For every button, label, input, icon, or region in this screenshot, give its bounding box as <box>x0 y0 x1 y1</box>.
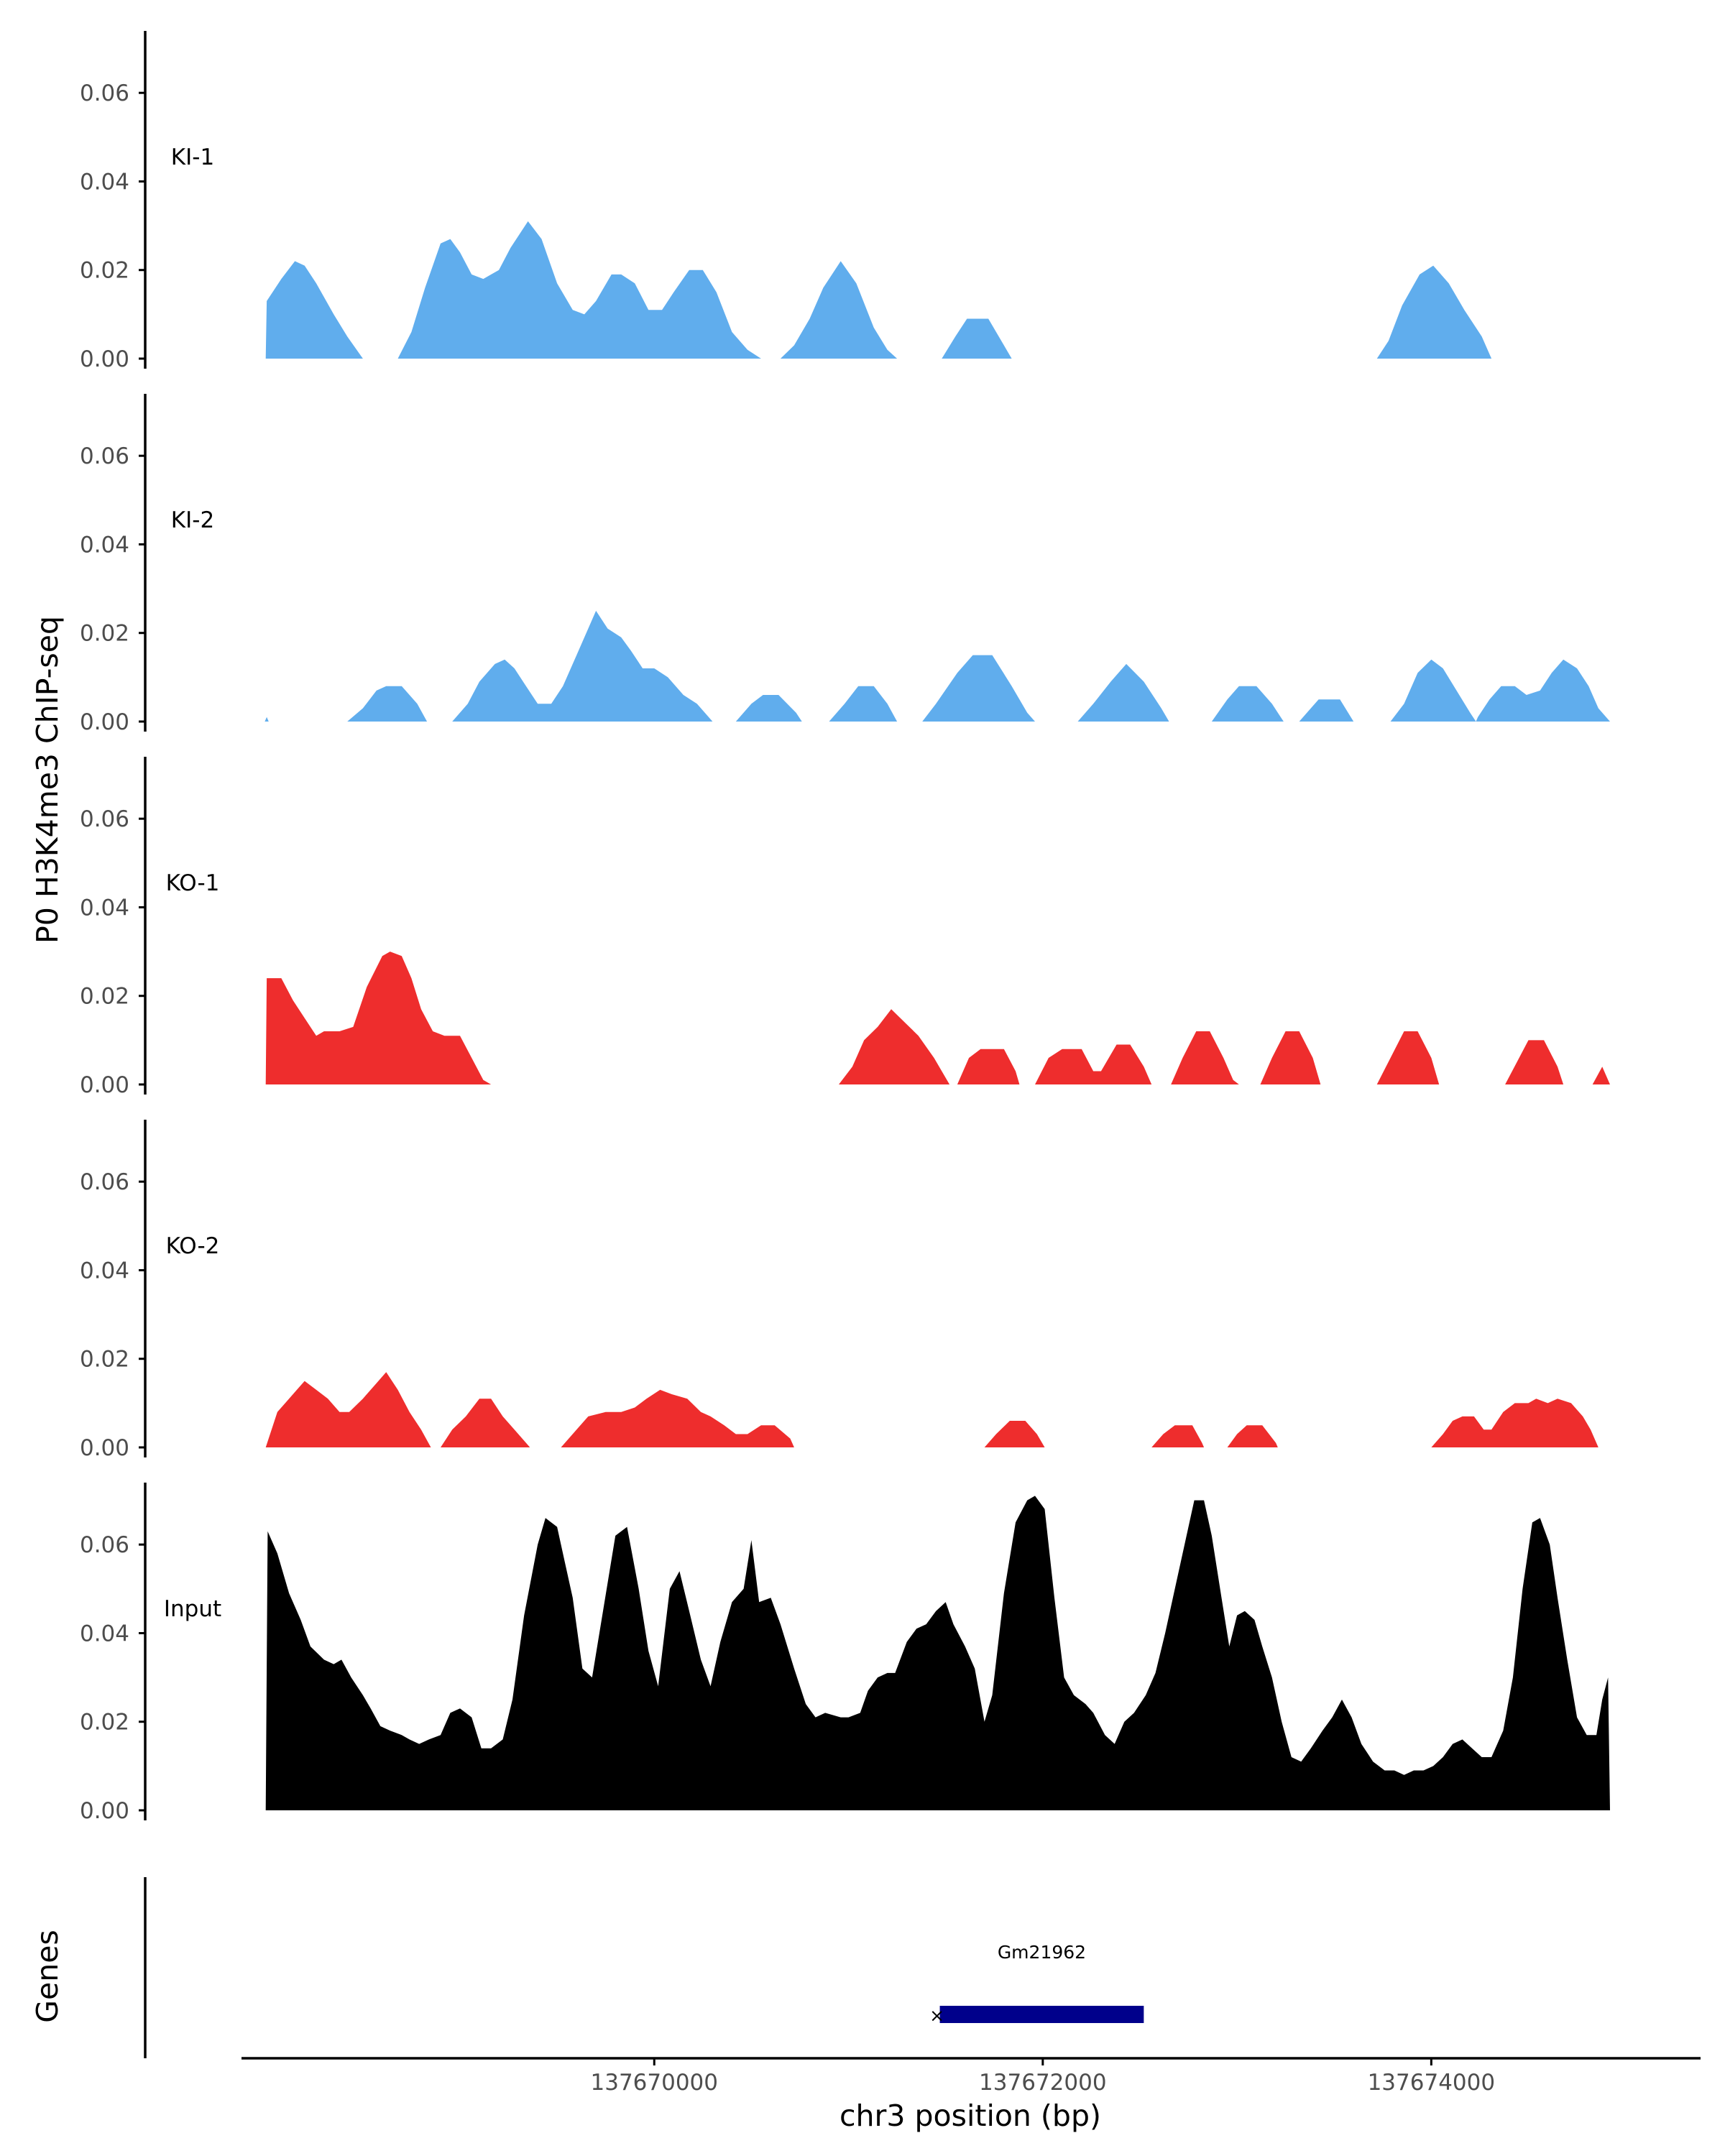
y-tick-label: 0.00 <box>80 1798 129 1824</box>
y-tick-label: 0.04 <box>80 532 129 558</box>
signal-tracks: 0.00 0.02 0.04 0.06 KI-1 0.00 0.02 0.04 0.06 KI-2… <box>80 31 1611 1824</box>
signal-area-ki-1 <box>265 221 1492 359</box>
y-tick-label: 0.00 <box>80 709 129 735</box>
y-tick-label: 0.06 <box>80 1532 129 1558</box>
track-label: KO-1 <box>166 870 220 896</box>
track-ki-1: 0.00 0.02 0.04 0.06 KI-1 <box>80 31 1492 372</box>
y-tick-label: 0.06 <box>80 1169 129 1195</box>
x-axis-title: chr3 position (bp) <box>840 2099 1101 2133</box>
y-tick-label: 0.00 <box>80 1435 129 1461</box>
track-ki-2: 0.00 0.02 0.04 0.06 KI-2 <box>80 394 1610 735</box>
track-label: KI-2 <box>171 507 214 533</box>
track-ko-1: 0.00 0.02 0.04 0.06 KO-1 <box>80 757 1611 1098</box>
signal-area-input <box>265 1496 1611 1810</box>
signal-area-ko-2 <box>265 1372 1598 1447</box>
genes-track: Genes × Gm21962 <box>30 1877 1144 2058</box>
y-tick-label: 0.06 <box>80 443 129 469</box>
y-tick-label: 0.02 <box>80 984 129 1010</box>
y-tick-label: 0.04 <box>80 1621 129 1646</box>
gene-strand-marker: × <box>929 2005 944 2026</box>
x-tick-label: 137672000 <box>979 2070 1107 2096</box>
y-tick-label: 0.02 <box>80 1710 129 1736</box>
gene-label: Gm21962 <box>998 1942 1086 1963</box>
y-axis-title: P0 H3K4me3 ChIP-seq <box>30 616 65 944</box>
y-tick-label: 0.04 <box>80 169 129 195</box>
genes-axis-title: Genes <box>30 1930 65 2023</box>
y-tick-label: 0.00 <box>80 1072 129 1098</box>
x-axis: 137670000 137672000 137674000 <box>242 2057 1701 2096</box>
y-tick-label: 0.06 <box>80 806 129 832</box>
track-ko-2: 0.00 0.02 0.04 0.06 KO-2 <box>80 1120 1598 1461</box>
x-tick-label: 137674000 <box>1368 2070 1496 2096</box>
track-label: Input <box>164 1596 221 1622</box>
y-tick-label: 0.02 <box>80 621 129 647</box>
signal-area-ko-1 <box>265 952 1611 1084</box>
signal-area-ki-2 <box>264 610 1610 722</box>
track-label: KO-2 <box>166 1233 220 1259</box>
x-tick-label: 137670000 <box>591 2070 719 2096</box>
y-tick-label: 0.04 <box>80 895 129 921</box>
track-label: KI-1 <box>171 144 214 170</box>
y-tick-label: 0.02 <box>80 1347 129 1373</box>
track-input: 0.00 0.02 0.04 0.06 Input <box>80 1483 1611 1824</box>
gene-bar <box>939 2006 1144 2023</box>
y-tick-label: 0.04 <box>80 1258 129 1284</box>
y-tick-label: 0.06 <box>80 80 129 106</box>
y-tick-label: 0.00 <box>80 346 129 372</box>
y-tick-label: 0.02 <box>80 258 129 284</box>
